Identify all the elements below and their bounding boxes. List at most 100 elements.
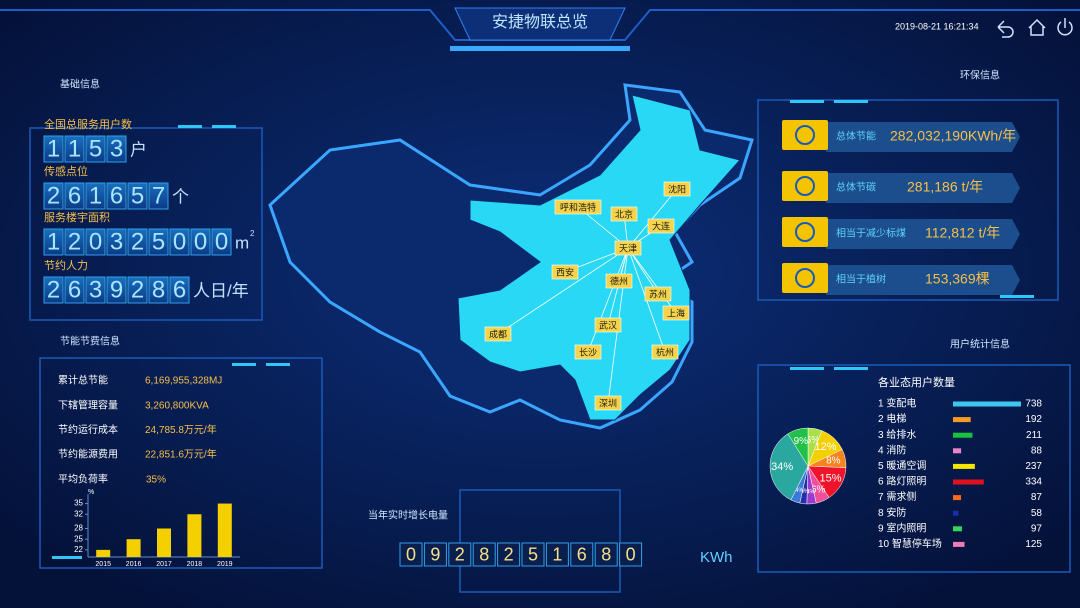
power-button[interactable] <box>1057 18 1073 36</box>
service-region <box>457 94 741 421</box>
value-ribbon <box>826 265 1020 295</box>
digit-box <box>619 542 643 567</box>
digit: 6 <box>110 182 123 209</box>
section-title: 当年实时增长电量 <box>368 509 448 522</box>
digit-box <box>127 228 148 256</box>
city-tag <box>551 264 579 280</box>
category-label: 5 暖通空调 <box>878 459 926 472</box>
value-ribbon <box>826 173 1020 203</box>
city-tag <box>662 305 690 321</box>
digit-box <box>43 276 64 304</box>
digit: 2 <box>131 276 144 303</box>
frame-accents <box>52 100 1034 559</box>
count-bar <box>953 479 984 485</box>
city-label: 西安 <box>556 266 574 277</box>
section-title: 用户统计信息 <box>950 338 1010 351</box>
bar <box>126 539 141 557</box>
env-label: 总体节能 <box>836 130 876 143</box>
value-ribbon <box>826 219 1020 249</box>
digit-box <box>43 182 64 210</box>
city-tag <box>484 326 512 342</box>
env-label: 总体节碳 <box>836 181 876 194</box>
env-icon-glyph <box>795 125 815 145</box>
city-tag <box>574 344 602 360</box>
digit-box <box>106 276 127 304</box>
route-line <box>627 188 678 249</box>
env-icon <box>782 171 828 201</box>
category-label: 7 需求侧 <box>878 490 916 503</box>
route-line <box>627 247 677 314</box>
stat-unit: m <box>235 233 249 252</box>
pie-label: 8% <box>826 455 841 466</box>
digit: 5 <box>89 135 102 162</box>
panel-frames <box>29 99 1071 593</box>
pie-slice <box>787 427 809 467</box>
city-tag <box>647 218 675 234</box>
digit: 2 <box>504 544 514 564</box>
y-tick-label: 32 <box>74 509 83 518</box>
city-tag <box>651 344 679 360</box>
stat-unit: 个 <box>172 187 189 206</box>
digit-box <box>423 542 447 567</box>
y-tick-label: 28 <box>74 524 83 533</box>
title-bar <box>450 46 630 51</box>
env-icon <box>782 217 828 247</box>
env-icon <box>782 120 828 150</box>
digit-box <box>64 276 85 304</box>
city-label: 大连 <box>652 220 670 231</box>
pie-label: 3% <box>800 489 809 495</box>
energy-value: 6,169,955,328MJ <box>145 376 222 387</box>
datetime: 2019-08-21 16:21:34 <box>895 21 979 31</box>
energy-label: 累计总节能 <box>58 374 108 387</box>
city-tag <box>610 206 638 222</box>
digit-box <box>64 228 85 256</box>
pie-slice <box>769 433 809 501</box>
back-button[interactable] <box>997 20 1014 38</box>
city-tag <box>614 240 642 256</box>
digit: 1 <box>47 228 60 255</box>
section-title: 基础信息 <box>60 78 100 91</box>
digit: 8 <box>601 544 611 564</box>
city-label: 天津 <box>619 243 637 253</box>
digit-box <box>64 182 85 210</box>
bar <box>217 503 232 557</box>
pie-label: 4% <box>795 488 804 494</box>
digit: 5 <box>152 228 165 255</box>
energy-label: 平均负荷率 <box>58 472 108 485</box>
pie-label: 15% <box>819 473 841 485</box>
digit-box <box>85 135 106 163</box>
route-line <box>587 247 629 353</box>
stat-unit-sup: 2 <box>250 229 255 238</box>
city-tag <box>605 273 633 289</box>
digit-box <box>169 228 190 256</box>
count-value: 334 <box>1025 477 1042 488</box>
stat-unit: 人日/年 <box>193 281 249 300</box>
y-tick-label: 22 <box>74 545 83 554</box>
unit-label: KWh <box>700 549 733 566</box>
y-unit: % <box>88 489 94 496</box>
x-tick-label: 2016 <box>126 561 142 568</box>
digit: 6 <box>577 544 587 564</box>
digit-box <box>399 542 423 567</box>
category-label: 4 消防 <box>878 443 906 456</box>
digit: 8 <box>152 276 165 303</box>
city-label: 深圳 <box>599 398 617 408</box>
digit-box <box>148 182 169 210</box>
home-button[interactable] <box>1028 18 1046 36</box>
title-box <box>454 7 626 41</box>
energy-value: 3,260,800KVA <box>145 400 209 411</box>
digit: 0 <box>194 228 207 255</box>
env-value: 281,186 t/年 <box>907 179 983 195</box>
digit: 1 <box>89 182 102 209</box>
digit: 2 <box>47 276 60 303</box>
count-value: 125 <box>1025 539 1042 550</box>
energy-value: 35% <box>146 474 166 485</box>
city-tag <box>594 317 622 333</box>
count-bar <box>953 401 1021 407</box>
digit: 8 <box>479 544 489 564</box>
digit: 3 <box>110 228 123 255</box>
energy-label: 节约能源费用 <box>58 448 118 461</box>
env-label: 相当于植树 <box>836 273 886 286</box>
